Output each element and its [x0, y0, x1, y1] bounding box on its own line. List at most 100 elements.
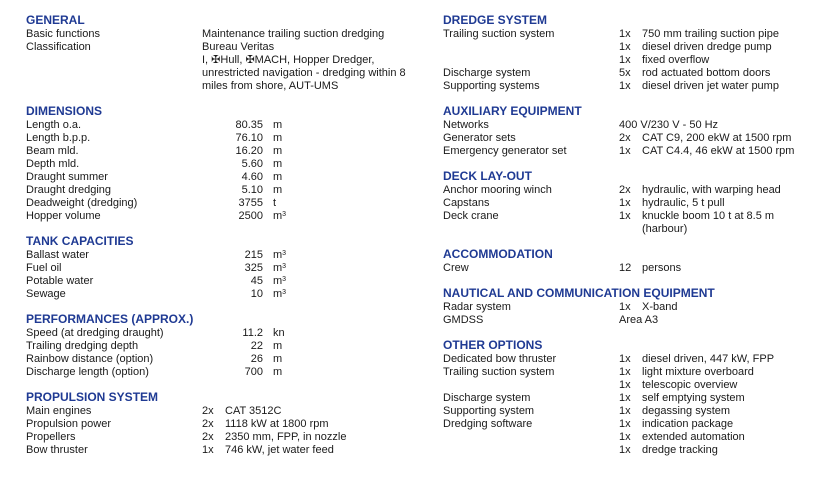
spec-value: 215: [244, 249, 263, 261]
spec-row: Main engines 2x CAT 3512C: [26, 405, 431, 418]
spec-value: 10: [250, 288, 263, 300]
spec-quantity: 2x: [202, 405, 214, 417]
spec-value: fixed overflow: [642, 54, 710, 66]
spec-value: miles from shore, AUT-UMS: [202, 80, 339, 92]
spec-row: Hopper volume 2500 m3: [26, 210, 431, 223]
unit-text: m: [273, 145, 283, 157]
spec-row: Length o.a. 80.35 m: [26, 119, 431, 132]
spec-quantity: 1x: [619, 405, 631, 417]
spec-quantity: 2x: [202, 418, 214, 430]
section-heading: NAUTICAL AND COMMUNICATION EQUIPMENT: [443, 286, 715, 300]
spec-value: 700: [244, 366, 263, 378]
unit-text: m: [273, 132, 283, 144]
spec-value: CAT C4.4, 46 ekW at 1500 rpm: [642, 145, 795, 157]
section-heading: PERFORMANCES (APPROX.): [26, 312, 194, 326]
spec-row: Dedicated bow thruster 1x diesel driven, 4…: [443, 353, 828, 366]
spec-label: Classification: [26, 41, 91, 53]
spec-label: Propulsion power: [26, 418, 111, 430]
spec-row: 1x fixed overflow: [443, 54, 828, 67]
spec-value: 325: [244, 262, 263, 274]
spec-row: Capstans 1x hydraulic, 5 t pull: [443, 197, 828, 210]
unit-text: kn: [273, 327, 285, 339]
spec-unit: m: [263, 132, 282, 145]
section-heading: DIMENSIONS: [26, 104, 103, 118]
spec-label: Discharge system: [443, 67, 531, 79]
spec-label: Ballast water: [26, 249, 89, 261]
spec-row: 1x extended automation: [443, 431, 828, 444]
spec-label: Hopper volume: [26, 210, 101, 222]
spec-quantity: 1x: [619, 80, 631, 92]
spec-value: 5.10: [241, 184, 263, 196]
spec-value: 400 V/230 V - 50 Hz: [619, 119, 719, 131]
spec-row: Potable water 45 m3: [26, 275, 431, 288]
spec-label: Depth mld.: [26, 158, 80, 170]
spec-quantity: 1x: [619, 197, 631, 209]
section-general: GENERAL Basic functions Maintenance traili…: [26, 13, 431, 93]
spec-row: unrestricted navigation - dredging withi…: [26, 67, 431, 80]
spec-value: 750 mm trailing suction pipe: [642, 28, 779, 40]
spec-label: Trailing suction system: [443, 28, 555, 40]
section-heading: DECK LAY-OUT: [443, 169, 532, 183]
spec-value: 11.2: [242, 327, 263, 339]
spec-label: Rainbow distance (option): [26, 353, 154, 365]
spec-row: Classification Bureau Veritas: [26, 41, 431, 54]
spec-row: Draught dredging 5.10 m: [26, 184, 431, 197]
spec-label: Discharge length (option): [26, 366, 149, 378]
unit-text: t: [273, 197, 277, 209]
spec-value: unrestricted navigation - dredging withi…: [202, 67, 406, 79]
spec-quantity: 1x: [619, 301, 631, 313]
spec-row: Radar system 1x X-band: [443, 301, 828, 314]
spec-label: Discharge system: [443, 392, 531, 404]
spec-value: 26: [250, 353, 263, 365]
spec-row: Trailing suction system 1x light mixture o…: [443, 366, 828, 379]
spec-label: [443, 54, 619, 67]
spec-value: light mixture overboard: [642, 366, 754, 378]
spec-unit: kn: [263, 327, 285, 340]
spec-unit: m: [263, 171, 282, 184]
spec-label: Deadweight (dredging): [26, 197, 138, 209]
spec-row: Deadweight (dredging) 3755 t: [26, 197, 431, 210]
spec-label: Sewage: [26, 288, 66, 300]
spec-label: Supporting system: [443, 405, 535, 417]
spec-unit: t: [263, 197, 276, 210]
spec-unit: m: [263, 366, 282, 379]
spec-value: hydraulic, with warping head: [642, 184, 781, 196]
unit-text: m: [273, 184, 283, 196]
section-dimensions: DIMENSIONS Length o.a. 80.35 m Length b.p.p.…: [26, 104, 431, 223]
spec-label: Dredging software: [443, 418, 533, 430]
spec-label: Networks: [443, 119, 489, 131]
spec-row: Ballast water 215 m3: [26, 249, 431, 262]
spec-quantity: 1x: [619, 28, 631, 40]
spec-row: Discharge system 5x rod actuated bottom do…: [443, 67, 828, 80]
spec-quantity: 1x: [619, 392, 631, 404]
spec-quantity: 1x: [619, 418, 631, 430]
spec-label: [443, 223, 619, 236]
spec-label: Length b.p.p.: [26, 132, 91, 144]
spec-label: Propellers: [26, 431, 76, 443]
spec-value: 76.10: [235, 132, 263, 144]
spec-value: (harbour): [642, 223, 688, 235]
right-column: DREDGE SYSTEM Trailing suction system 1x 75…: [443, 13, 828, 468]
unit-text: m: [273, 119, 283, 131]
spec-unit: m: [263, 184, 282, 197]
spec-row: 1x dredge tracking: [443, 444, 828, 457]
spec-label: Supporting systems: [443, 80, 540, 92]
section-heading: PROPULSION SYSTEM: [26, 390, 159, 404]
spec-value: extended automation: [642, 431, 745, 443]
spec-label: Draught summer: [26, 171, 108, 183]
spec-label: Draught dredging: [26, 184, 112, 196]
spec-row: Length b.p.p. 76.10 m: [26, 132, 431, 145]
spec-row: Fuel oil 325 m3: [26, 262, 431, 275]
spec-value: 1118 kW at 1800 rpm: [225, 418, 329, 430]
unit-text: m: [273, 275, 283, 287]
spec-quantity: 1x: [202, 444, 214, 456]
spec-value: 5.60: [241, 158, 263, 170]
spec-row: Emergency generator set 1x CAT C4.4, 46 ek…: [443, 145, 828, 158]
spec-value: telescopic overview: [642, 379, 738, 391]
spec-value: self emptying system: [642, 392, 745, 404]
unit-superscript: 3: [282, 263, 287, 270]
spec-label: Crew: [443, 262, 469, 274]
spec-unit: m: [263, 340, 282, 353]
spec-value: degassing system: [642, 405, 731, 417]
spec-value: diesel driven, 447 kW, FPP: [642, 353, 775, 365]
